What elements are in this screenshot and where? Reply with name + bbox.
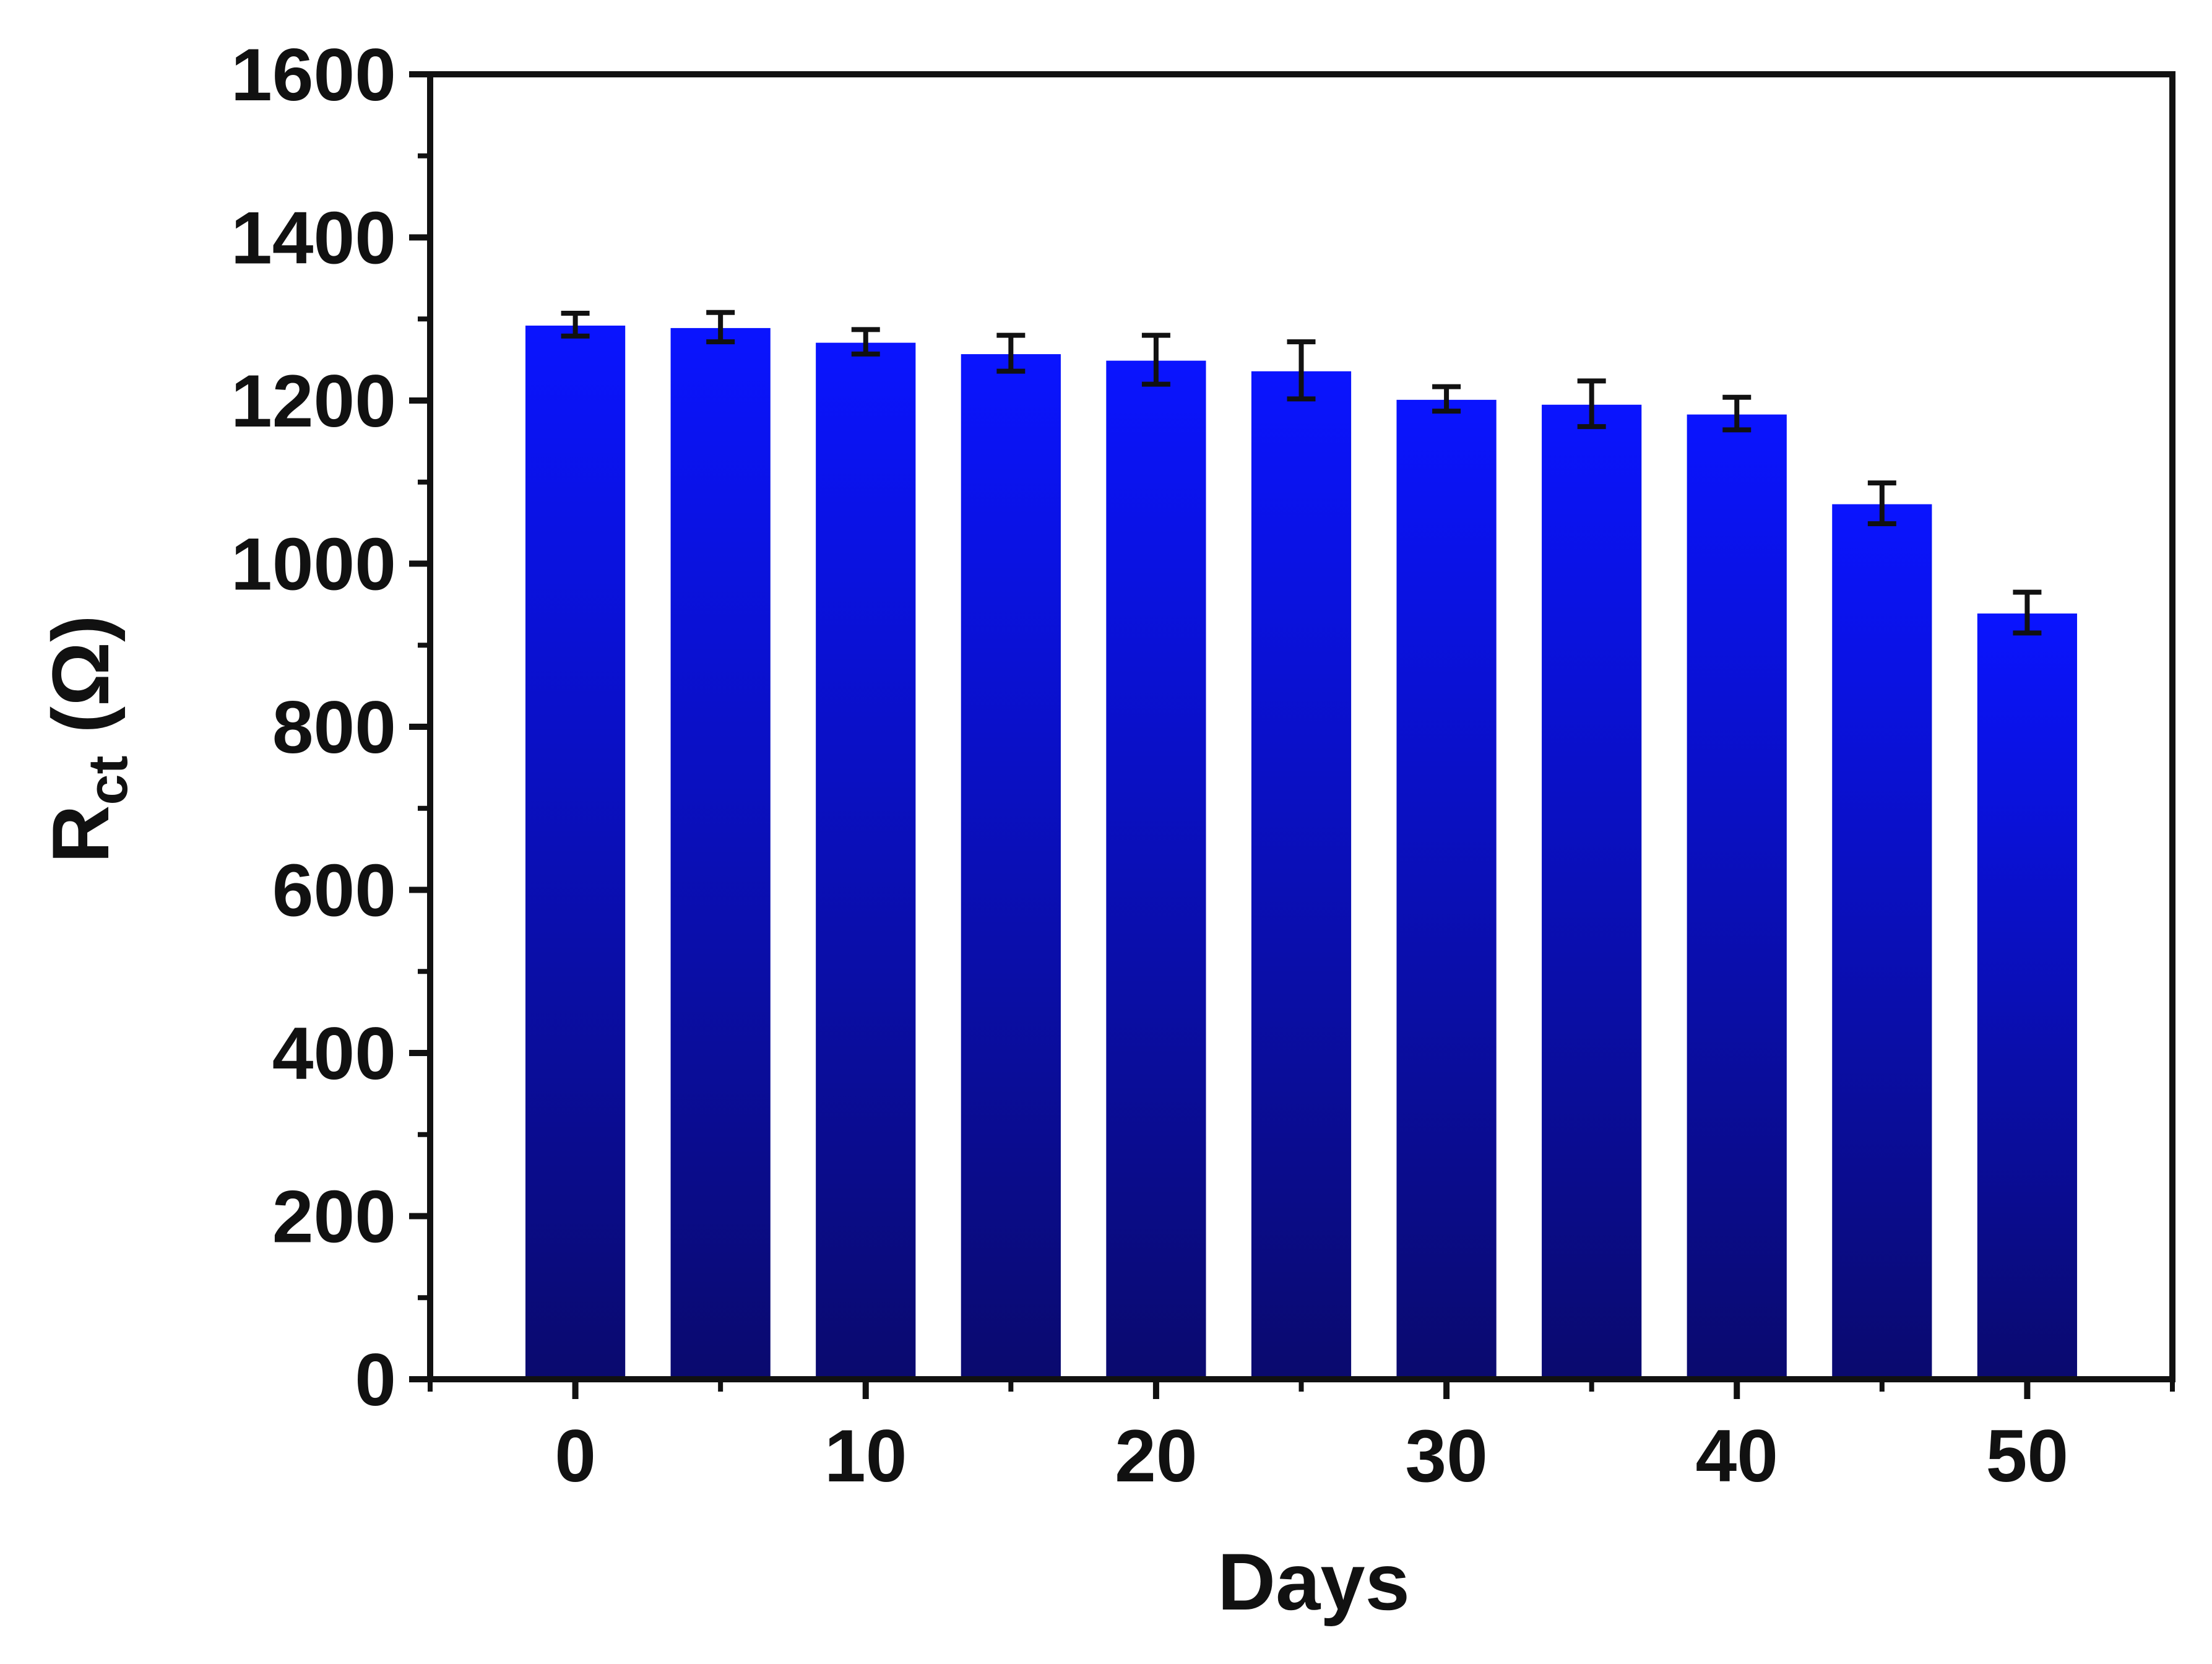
x-tick-label: 10 <box>824 1415 907 1497</box>
bar-day-20 <box>1104 358 1208 1380</box>
y-tick-label: 1000 <box>231 523 396 606</box>
y-axis-title-unit: (Ω) <box>35 615 126 756</box>
error-bar-day-30 <box>1432 384 1461 414</box>
bar-day-40 <box>1685 412 1789 1380</box>
x-tick-label: 0 <box>555 1415 596 1497</box>
y-tick-label: 600 <box>272 849 396 932</box>
error-bar-day-25 <box>1287 339 1316 402</box>
y-axis-title-subscript: ct <box>77 756 139 805</box>
y-tick-label: 1200 <box>231 360 396 443</box>
x-axis-title: Days <box>1217 1536 1410 1627</box>
bar-day-15 <box>959 352 1063 1380</box>
error-bar-day-0 <box>561 311 590 339</box>
bar-day-50 <box>1975 612 2080 1380</box>
y-tick-label: 200 <box>272 1176 396 1259</box>
y-tick-label: 0 <box>355 1338 396 1421</box>
bar-day-0 <box>523 323 628 1380</box>
x-tick-label: 50 <box>1986 1415 2068 1497</box>
y-axis-title: Rct (Ω) <box>35 615 139 864</box>
x-tick-label: 20 <box>1115 1415 1197 1497</box>
error-bar-day-20 <box>1141 332 1170 387</box>
bar-day-25 <box>1249 369 1354 1380</box>
y-axis-title-main: R <box>35 805 126 864</box>
bar-day-10 <box>814 340 918 1380</box>
error-bar-day-10 <box>851 327 880 357</box>
error-bar-day-50 <box>2013 589 2042 636</box>
y-tick-label: 800 <box>272 686 396 769</box>
y-tick-label: 1400 <box>231 197 396 280</box>
bar-day-45 <box>1830 502 1934 1380</box>
x-axis: 0 10 20 30 40 50 <box>428 1379 2175 1497</box>
bar-day-35 <box>1540 402 1644 1380</box>
y-axis: 0 200 400 600 800 1000 1200 1400 1600 <box>231 33 430 1421</box>
y-tick-label: 1600 <box>231 33 396 116</box>
bars-layer <box>523 323 2080 1380</box>
error-bar-day-35 <box>1577 378 1606 430</box>
bar-day-5 <box>668 326 772 1380</box>
x-tick-label: 40 <box>1696 1415 1778 1497</box>
error-bars-layer <box>561 310 2042 636</box>
bar-day-30 <box>1394 397 1498 1380</box>
error-bar-day-15 <box>996 332 1026 374</box>
x-tick-label: 30 <box>1405 1415 1487 1497</box>
error-bar-day-5 <box>706 310 735 345</box>
y-tick-label: 400 <box>272 1012 396 1095</box>
error-bar-day-45 <box>1867 480 1896 526</box>
error-bar-day-40 <box>1722 394 1752 433</box>
